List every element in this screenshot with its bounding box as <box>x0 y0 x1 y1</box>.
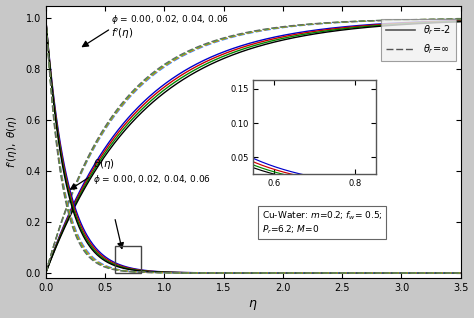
Text: $\phi$ = 0.00, 0.02, 0.04, 0.06: $\phi$ = 0.00, 0.02, 0.04, 0.06 <box>93 173 211 186</box>
Legend: $\theta_r$=-2, $\theta_r$=$\infty$: $\theta_r$=-2, $\theta_r$=$\infty$ <box>381 18 456 61</box>
Text: $\theta(\eta)$: $\theta(\eta)$ <box>93 157 115 171</box>
Bar <box>115 246 141 273</box>
X-axis label: $\eta$: $\eta$ <box>248 299 258 313</box>
Text: $f'(\eta)$: $f'(\eta)$ <box>111 27 133 41</box>
Text: $\phi$ = 0.00, 0.02, 0.04, 0.06: $\phi$ = 0.00, 0.02, 0.04, 0.06 <box>111 13 229 26</box>
Y-axis label: $f'(\eta),\ \theta(\eta)$: $f'(\eta),\ \theta(\eta)$ <box>6 116 20 168</box>
Text: Cu-Water: $m$=0.2; $f_w$= 0.5;
$P_r$=6.2; $M$=0: Cu-Water: $m$=0.2; $f_w$= 0.5; $P_r$=6.2… <box>262 209 383 236</box>
